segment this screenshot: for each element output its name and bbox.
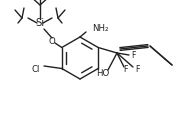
Text: F: F [123,66,127,75]
Text: Cl: Cl [32,66,40,75]
Text: NH₂: NH₂ [92,24,109,33]
Text: F: F [131,51,135,59]
Text: HO: HO [96,70,110,79]
Text: O: O [49,36,55,46]
Text: Si: Si [35,18,45,28]
Text: F: F [135,66,139,75]
